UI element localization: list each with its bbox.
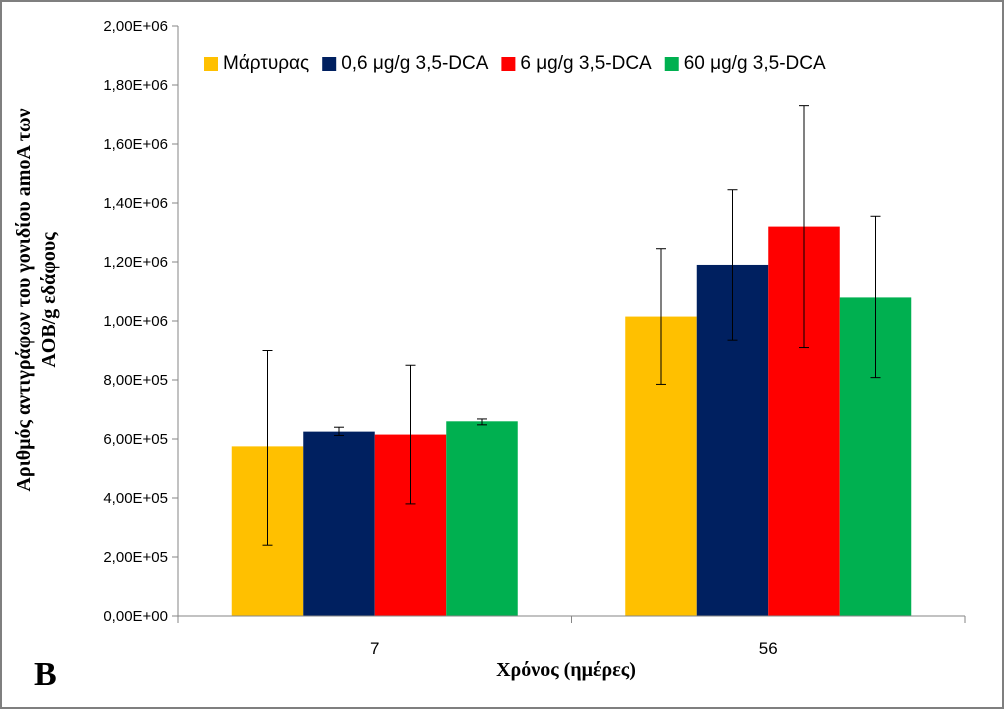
y-tick-label: 1,20E+06	[103, 254, 168, 271]
legend-swatch	[664, 57, 679, 71]
legend-swatch	[322, 57, 337, 71]
y-tick-label: 1,40E+06	[103, 195, 168, 212]
y-tick-label: 2,00E+06	[103, 18, 168, 35]
y-tick-label: 4,00E+05	[103, 490, 168, 507]
y-axis-title-line-2: AOB/g εδάφους	[38, 232, 60, 368]
y-tick-label: 1,80E+06	[103, 77, 168, 94]
x-axis-ticks: 7 56	[177, 616, 966, 658]
x-tick-label: 7	[370, 639, 379, 658]
x-tick-label: 56	[759, 639, 778, 658]
y-axis-title-line-1: Αριθμός αντιγράφων του γονιδίου amoA των	[13, 108, 35, 491]
legend-swatch	[501, 57, 516, 71]
legend-swatch	[204, 57, 218, 71]
y-tick-label: 1,00E+06	[103, 313, 168, 330]
bars	[231, 226, 912, 616]
bar	[303, 431, 375, 616]
y-axis-ticks: 0,00E+00 2,00E+05 4,00E+05 6,00E+05 8,00E+05…	[103, 18, 178, 625]
y-tick-label: 6,00E+05	[103, 431, 168, 448]
legend-label: 60 μg/g 3,5-DCA	[684, 53, 826, 74]
legend-label: 0,6 μg/g 3,5-DCA	[341, 53, 489, 74]
x-axis-title: Χρόνος (ημέρες)	[496, 659, 636, 681]
panel-label: B	[34, 656, 57, 693]
legend-label: 6 μg/g 3,5-DCA	[520, 53, 652, 74]
legend: Μάρτυρας 0,6 μg/g 3,5-DCA 6 μg/g 3,5-DCA 60…	[204, 53, 826, 74]
y-tick-label: 8,00E+05	[103, 372, 168, 389]
legend-label: Μάρτυρας	[223, 53, 309, 74]
y-tick-label: 2,00E+05	[103, 549, 168, 566]
error-bars	[262, 105, 881, 546]
y-tick-label: 0,00E+00	[103, 608, 168, 625]
y-tick-label: 1,60E+06	[103, 136, 168, 153]
bar	[446, 421, 518, 616]
